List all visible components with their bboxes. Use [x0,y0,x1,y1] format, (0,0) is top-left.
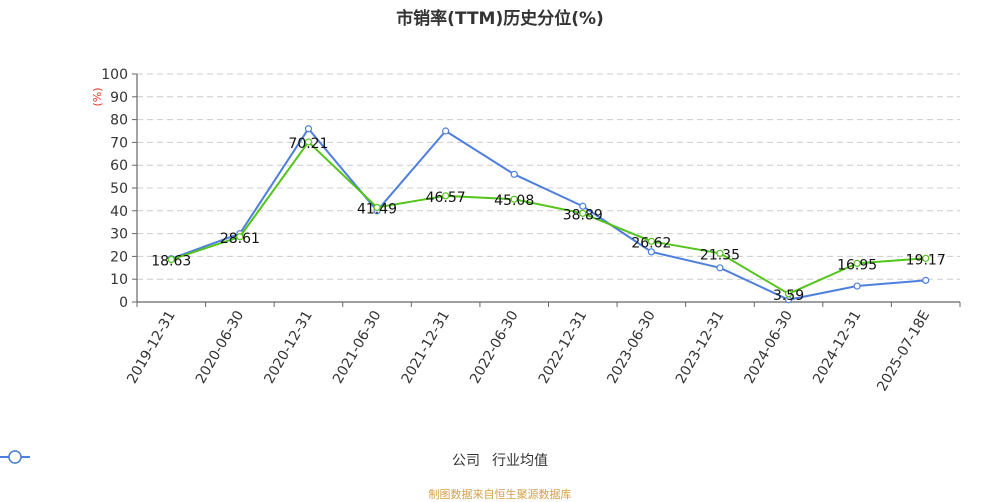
x-tick-label: 2025-07-18E [874,308,933,394]
data-point[interactable] [579,209,587,217]
y-tick-label: 10 [110,272,128,288]
data-label: 46.57 [426,190,466,206]
data-point[interactable] [510,195,518,203]
data-point[interactable] [442,127,450,135]
x-tick-label: 2020-06-30 [193,308,248,386]
data-label: 45.08 [494,193,534,209]
data-point[interactable] [304,125,313,133]
y-tick-label: 40 [110,204,128,220]
series-line-industry [170,127,926,301]
data-point[interactable] [510,170,518,178]
y-axis-label: (%) [91,87,104,106]
y-tick-label: 0 [119,295,128,311]
legend-industry-marker-icon [0,450,30,464]
data-label: 18.63 [151,254,191,270]
x-tick-label: 2023-06-30 [604,308,659,386]
data-point[interactable] [647,248,655,256]
y-tick-label: 20 [110,249,128,265]
x-tick-label: 2022-06-30 [467,308,522,386]
y-tick-label: 30 [110,227,128,243]
data-point[interactable] [236,233,244,241]
x-tick-label: 2022-12-31 [536,308,591,386]
y-tick-label: 70 [110,135,128,151]
series-line-company [170,140,926,295]
data-point[interactable] [579,202,587,210]
data-label: 38.89 [563,207,603,223]
legend-label-company: 公司 [452,453,480,469]
data-point[interactable] [784,290,793,298]
data-label: 28.61 [220,231,260,247]
data-label: 21.35 [700,247,740,263]
data-label: 3.59 [773,288,804,304]
data-label: 41.49 [357,201,397,217]
data-label: 26.62 [631,235,671,251]
data-point[interactable] [922,276,930,284]
y-tick-label: 60 [110,158,128,174]
chart-title: 市销率(TTM)历史分位(%) [396,9,604,29]
data-point[interactable] [922,254,930,262]
data-point[interactable] [442,192,450,200]
data-source-note: 制图数据来自恒生聚源数据库 [428,488,572,501]
data-point[interactable] [716,264,724,272]
legend-item-industry[interactable]: 行业均值 [0,450,548,470]
x-tick-label: 2024-12-31 [810,308,865,386]
x-tick-label: 2023-12-31 [673,308,728,386]
legend-label-industry: 行业均值 [492,453,548,469]
x-tick-label: 2019-12-31 [124,308,179,386]
data-point[interactable] [647,237,655,245]
data-point[interactable] [167,255,175,264]
data-point[interactable] [853,259,861,267]
y-tick-label: 90 [110,90,128,106]
data-label: 16.95 [837,257,877,273]
data-point[interactable] [716,249,724,257]
y-tick-label: 80 [110,113,128,129]
legend-item-company[interactable]: 公司 [0,450,480,470]
x-tick-label: 2024-06-30 [741,308,796,386]
x-tick-label: 2021-12-31 [399,308,454,386]
data-label: 70.21 [288,136,328,152]
y-tick-label: 50 [110,181,128,197]
data-point[interactable] [373,203,381,212]
y-tick-label: 100 [101,67,128,83]
data-point[interactable] [304,138,313,146]
x-tick-label: 2020-12-31 [261,308,316,386]
data-label: 19.17 [906,252,946,268]
data-point[interactable] [853,282,861,290]
x-tick-label: 2021-06-30 [330,308,385,386]
legend: 公司 行业均值 [0,450,1000,470]
